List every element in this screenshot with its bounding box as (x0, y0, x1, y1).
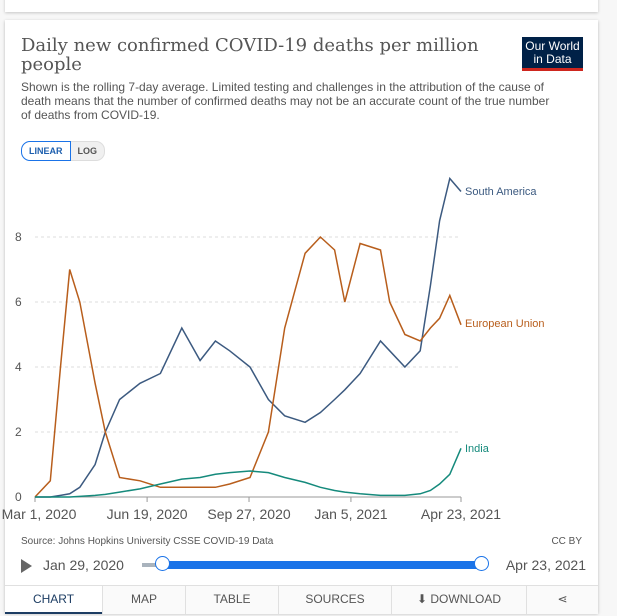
tab-bar: CHART MAP TABLE SOURCES ⬇ DOWNLOAD ⋖ (5, 585, 598, 614)
timeline-end-label: Apr 23, 2021 (505, 557, 586, 573)
tab-chart[interactable]: CHART (5, 586, 102, 614)
y-tick-label: 0 (15, 490, 22, 504)
x-tick-label: Mar 1, 2020 (2, 506, 77, 522)
tab-download-label: DOWNLOAD (430, 592, 502, 606)
y-tick-label: 6 (15, 295, 22, 309)
timeline-start-label: Jan 29, 2020 (43, 557, 124, 573)
license-link[interactable]: CC BY (551, 536, 582, 547)
previous-card (5, 0, 598, 12)
timeline: Jan 29, 2020 Apr 23, 2021 (21, 554, 586, 576)
series-line-india (35, 448, 462, 498)
x-tick-label: Apr 23, 2021 (421, 506, 501, 522)
tab-map[interactable]: MAP (102, 586, 185, 614)
series-line-european-union (34, 235, 462, 498)
series-line-south-america (35, 176, 462, 498)
source-link[interactable]: Source: Johns Hopkins University CSSE CO… (21, 536, 274, 547)
series-label: European Union (465, 318, 545, 330)
scale-toggle: LINEAR LOG (21, 141, 105, 161)
chart-title: Daily new confirmed COVID-19 deaths per … (21, 35, 479, 75)
timeline-end-handle[interactable] (474, 556, 489, 571)
y-tick-label: 8 (15, 230, 22, 244)
log-button[interactable]: LOG (70, 141, 105, 161)
owid-logo[interactable]: Our World in Data (522, 37, 583, 71)
x-tick-label: Jan 5, 2021 (314, 506, 387, 522)
tab-table[interactable]: TABLE (185, 586, 278, 614)
series-label: India (465, 443, 490, 455)
y-tick-label: 2 (15, 425, 22, 439)
linear-button[interactable]: LINEAR (21, 141, 71, 161)
tab-download[interactable]: ⬇ DOWNLOAD (391, 586, 526, 614)
timeline-selected-range[interactable] (160, 561, 481, 569)
chart-subtitle: Shown is the rolling 7-day average. Limi… (21, 80, 550, 122)
share-icon: ⋖ (557, 592, 568, 606)
x-tick-label: Jun 19, 2020 (107, 506, 188, 522)
chart-card: Daily new confirmed COVID-19 deaths per … (5, 20, 598, 614)
share-button[interactable]: ⋖ (526, 586, 598, 614)
tab-sources[interactable]: SOURCES (278, 586, 391, 614)
download-icon: ⬇ (416, 592, 431, 606)
timeline-start-handle[interactable] (155, 556, 170, 571)
x-tick-label: Sep 27, 2020 (207, 506, 291, 522)
series-label: South America (465, 186, 537, 198)
play-icon[interactable] (21, 559, 32, 573)
y-tick-label: 4 (15, 360, 22, 374)
